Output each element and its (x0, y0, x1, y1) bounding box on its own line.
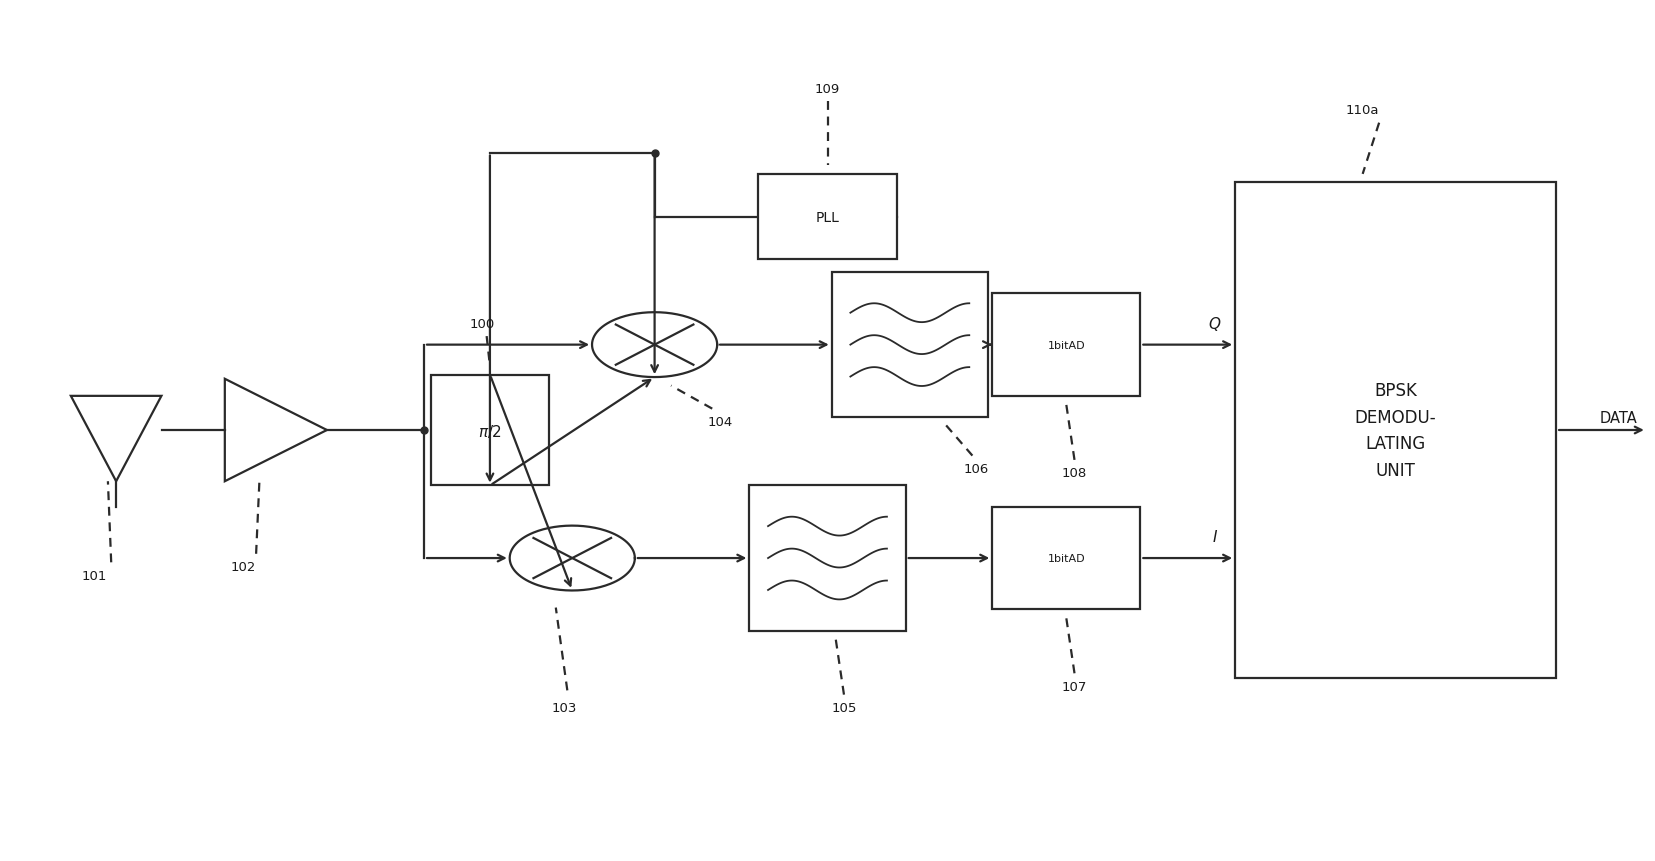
Text: Q: Q (1208, 317, 1220, 331)
Text: 103: 103 (551, 701, 576, 714)
Text: 107: 107 (1063, 680, 1087, 693)
Text: I: I (1211, 530, 1216, 544)
Bar (758, 175, 897, 260)
Bar (750, 486, 905, 631)
Text: 108: 108 (1063, 467, 1087, 480)
Bar (1235, 183, 1556, 678)
Text: 100: 100 (468, 318, 495, 331)
Bar (430, 375, 549, 486)
Text: 110a: 110a (1346, 104, 1379, 117)
Bar (831, 273, 988, 418)
Text: 109: 109 (814, 83, 841, 96)
Text: 101: 101 (83, 569, 108, 582)
Bar (991, 507, 1140, 610)
Text: 102: 102 (230, 561, 255, 573)
Text: 105: 105 (831, 701, 857, 714)
Text: 1bitAD: 1bitAD (1048, 340, 1086, 350)
Text: 1bitAD: 1bitAD (1048, 554, 1086, 563)
Polygon shape (592, 313, 717, 378)
Bar (991, 294, 1140, 396)
Text: 104: 104 (708, 416, 733, 429)
Text: DATA: DATA (1600, 410, 1637, 425)
Polygon shape (510, 526, 636, 591)
Text: BPSK
DEMODU-
LATING
UNIT: BPSK DEMODU- LATING UNIT (1355, 382, 1437, 479)
Text: 106: 106 (963, 462, 988, 475)
Text: PLL: PLL (816, 210, 839, 225)
Text: $\pi$/2: $\pi$/2 (478, 422, 501, 439)
